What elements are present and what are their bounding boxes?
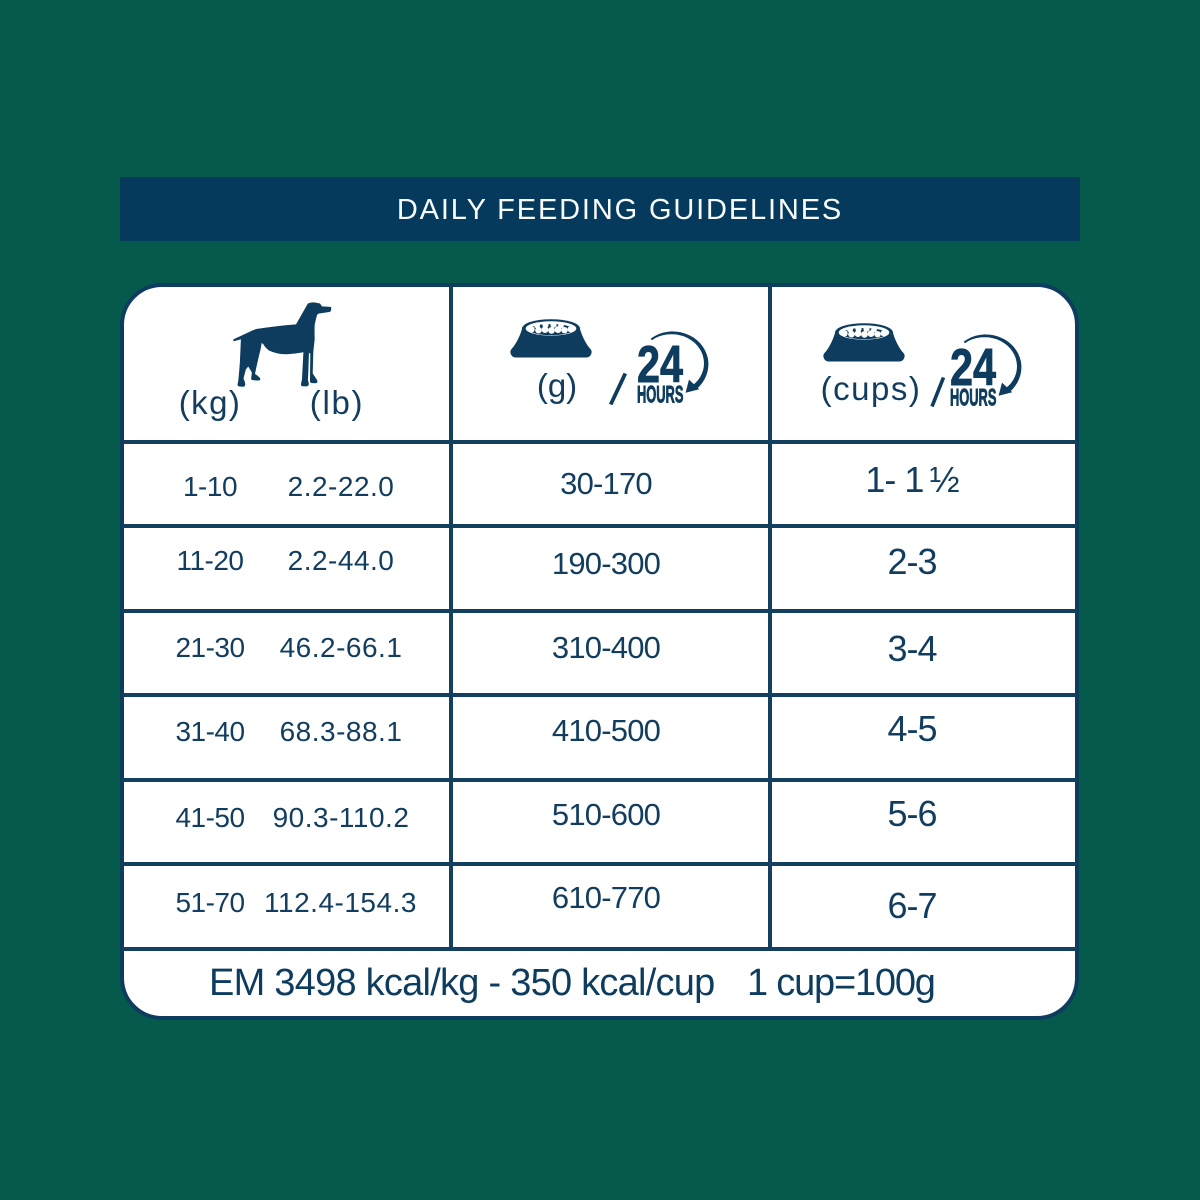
svg-text:HOURS: HOURS — [637, 382, 684, 409]
svg-text:HOURS: HOURS — [950, 385, 997, 412]
svg-text:24: 24 — [637, 336, 683, 394]
svg-text:24: 24 — [950, 339, 996, 397]
